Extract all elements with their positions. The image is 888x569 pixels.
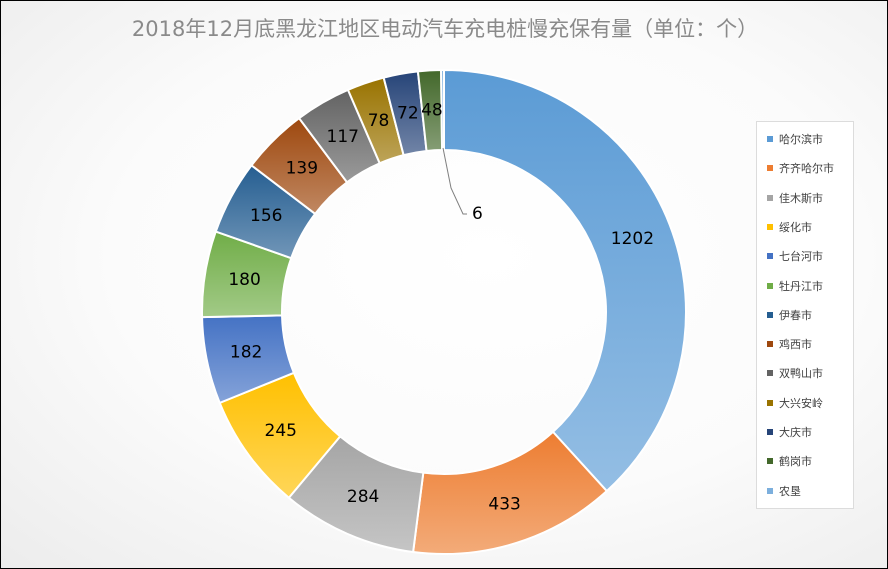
legend-item: 大庆市 [767, 426, 812, 440]
data-label-9: 78 [368, 111, 390, 131]
legend-label: 农垦 [779, 484, 801, 498]
legend-swatch [767, 194, 773, 201]
data-label-5: 180 [228, 270, 260, 290]
data-label-10: 72 [397, 103, 419, 123]
legend-label: 七台河市 [779, 250, 823, 264]
legend-label: 伊春市 [779, 308, 812, 322]
data-label-8: 117 [327, 127, 359, 147]
legend-item: 鹤岗市 [767, 455, 812, 469]
legend-label: 齐齐哈尔市 [779, 162, 834, 176]
legend-item: 齐齐哈尔市 [767, 162, 834, 176]
data-label-4: 182 [230, 343, 262, 363]
legend-swatch [767, 399, 773, 406]
legend-item: 佳木斯市 [767, 192, 823, 206]
legend-swatch [767, 429, 773, 435]
slice-12 [440, 68, 445, 152]
legend-item: 农垦 [767, 485, 801, 499]
legend-label: 大兴安岭 [779, 396, 823, 410]
legend-swatch [767, 136, 773, 142]
legend-item: 双鸭山市 [767, 367, 823, 381]
legend-swatch [767, 458, 773, 465]
legend: 哈尔滨市齐齐哈尔市佳木斯市绥化市七台河市牡丹江市伊春市鸡西市双鸭山市大兴安岭大庆… [756, 121, 854, 509]
legend-swatch [767, 165, 773, 172]
legend-label: 双鸭山市 [779, 367, 823, 381]
data-label-11: 48 [421, 100, 443, 120]
data-label-2: 284 [347, 487, 379, 507]
legend-swatch [767, 370, 773, 377]
data-label-6: 156 [250, 206, 282, 226]
legend-swatch [767, 341, 773, 348]
legend-item: 伊春市 [767, 309, 812, 323]
legend-label: 佳木斯市 [779, 191, 823, 205]
legend-label: 哈尔滨市 [779, 133, 823, 146]
data-label-3: 245 [265, 421, 297, 441]
slice-0 [443, 68, 687, 493]
legend-item: 哈尔滨市 [767, 133, 823, 147]
data-label-1: 433 [488, 495, 520, 515]
legend-label: 鸡西市 [779, 338, 812, 352]
legend-item: 牡丹江市 [767, 280, 823, 294]
data-label-0: 1202 [611, 229, 654, 249]
legend-swatch [767, 253, 773, 260]
legend-swatch [767, 487, 773, 494]
data-label-12: 6 [472, 204, 483, 224]
legend-item: 绥化市 [767, 221, 812, 235]
legend-label: 鹤岗市 [779, 455, 812, 469]
legend-item: 鸡西市 [767, 338, 812, 352]
data-label-7: 139 [286, 159, 318, 179]
leader-line-12 [442, 147, 468, 215]
legend-label: 大庆市 [779, 426, 812, 439]
legend-item: 大兴安岭 [767, 397, 823, 411]
legend-swatch [767, 223, 773, 230]
legend-swatch [767, 282, 773, 289]
legend-label: 绥化市 [779, 220, 812, 234]
legend-label: 牡丹江市 [779, 279, 823, 293]
chart-title: 2018年12月底黑龙江地区电动汽车充电桩慢充保有量（单位：个） [131, 17, 759, 41]
legend-swatch [767, 311, 773, 318]
legend-item: 七台河市 [767, 250, 823, 264]
